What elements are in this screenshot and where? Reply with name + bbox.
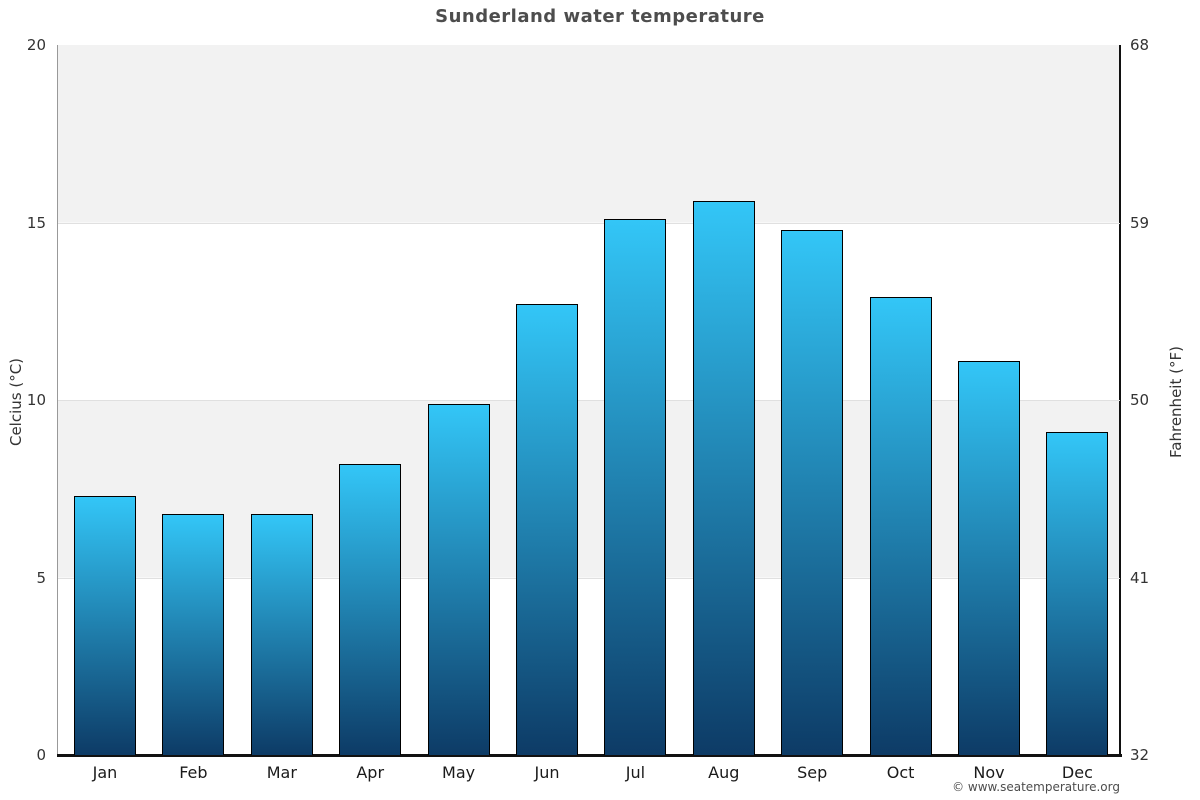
y-axis-tick-fahrenheit-32: 32 (1130, 746, 1150, 764)
bar-dec (1046, 431, 1109, 755)
bar-sep (781, 229, 844, 755)
bar-may (427, 403, 490, 755)
bar-jan (74, 495, 136, 755)
y-axis-tick-celsius-0: 0 (36, 746, 46, 764)
y-axis-tick-fahrenheit-41: 41 (1130, 568, 1150, 587)
x-axis-label-mar: Mar (266, 763, 297, 782)
bar-apr (339, 463, 402, 755)
x-axis-label-oct: Oct (886, 763, 915, 782)
y-axis-tick-celsius-10: 10 (26, 391, 46, 409)
x-axis-label-sep: Sep (797, 763, 828, 782)
x-axis-label-aug: Aug (708, 763, 740, 782)
gridline-5c (58, 577, 1120, 579)
bottom-axis-line (57, 754, 1122, 757)
bar-aug (692, 201, 755, 755)
x-axis-label-may: May (442, 763, 476, 782)
bar-oct (869, 297, 932, 755)
gridline-10c (58, 400, 1120, 401)
y-axis-tick-fahrenheit-50: 50 (1130, 391, 1150, 409)
x-axis-label-jan: Jan (92, 763, 118, 782)
x-axis-label-dec: Dec (1061, 763, 1093, 782)
y-axis-tick-fahrenheit-59: 59 (1130, 213, 1150, 232)
chart-title: Sunderland water temperature (435, 6, 765, 27)
y-axis-tick-celsius-15: 15 (26, 213, 46, 232)
bar-nov (958, 360, 1020, 755)
bar-mar (250, 513, 313, 755)
bar-jun (516, 304, 578, 755)
x-axis-label-jun: Jun (534, 763, 560, 782)
y-axis-tick-fahrenheit-68: 68 (1130, 36, 1150, 54)
bar-feb (162, 513, 225, 755)
gridline-15c (58, 222, 1120, 224)
y-axis-tick-celsius-20: 20 (26, 36, 46, 54)
x-axis-label-apr: Apr (356, 763, 385, 782)
right-axis-line (1119, 45, 1121, 755)
x-axis-label-feb: Feb (179, 763, 208, 782)
bar-jul (604, 218, 667, 755)
y-axis-tick-celsius-5: 5 (36, 568, 46, 587)
x-axis-label-jul: Jul (625, 763, 646, 782)
copyright-text: © www.seatemperature.org (952, 780, 1120, 794)
x-axis-label-nov: Nov (973, 763, 1005, 782)
